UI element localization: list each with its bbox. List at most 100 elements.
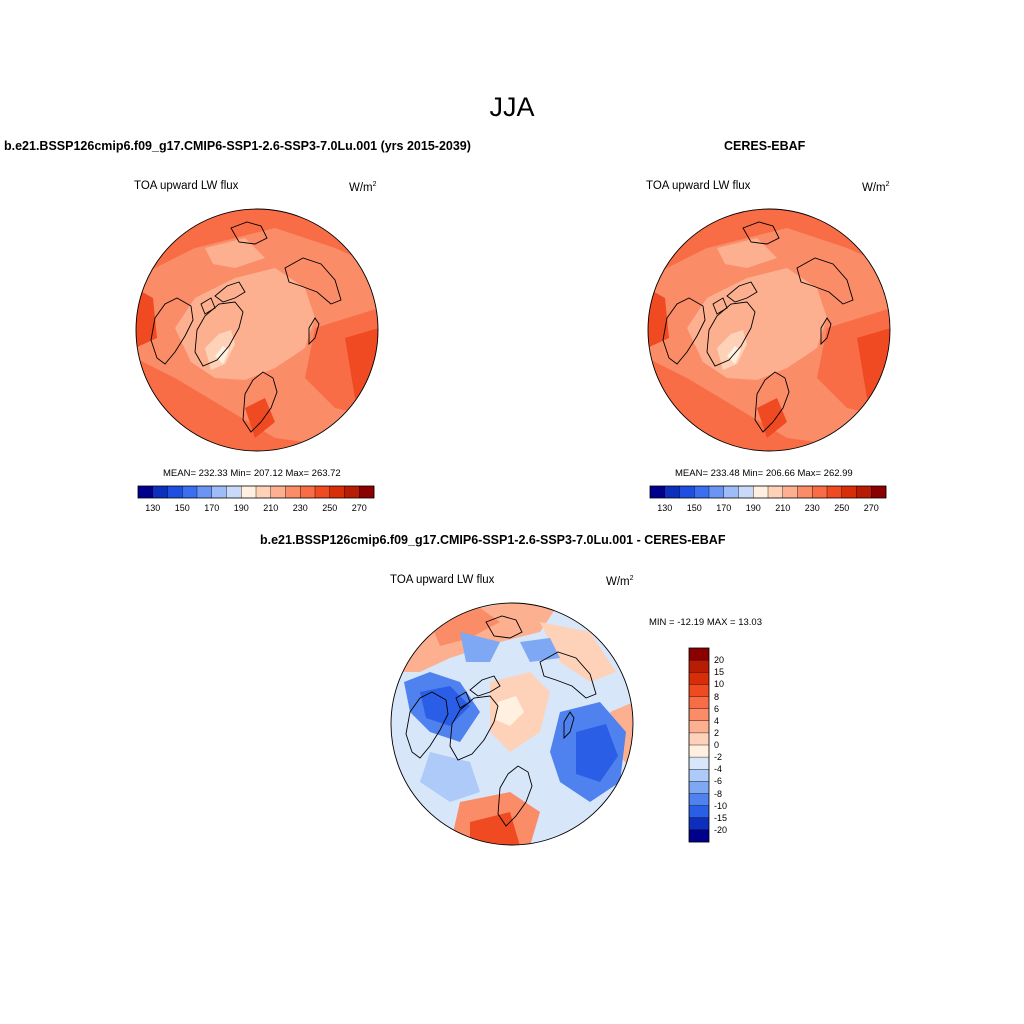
diff-field-region [576,724,618,782]
colorbar-tick-label: 20 [714,655,725,666]
flux-field-region [648,288,669,348]
colorbar-swatch [709,486,725,498]
colorbar-tick-label: -15 [714,812,728,823]
colorbar-tick-label: 190 [233,503,249,513]
coastline [712,281,758,315]
colorbar-tick-label: -6 [714,776,723,787]
colorbar-swatch [723,486,739,498]
panel3-title: b.e21.BSSP126cmip6.f09_g17.CMIP6-SSP1-2.… [260,533,726,547]
coastline [150,297,194,365]
colorbar-tick-label: 150 [686,503,702,513]
colorbar-tick-label: 150 [174,503,190,513]
coastline [742,221,780,245]
diff-field-region [470,812,520,845]
colorbar-swatch [738,486,754,498]
coastline [539,651,597,699]
colorbar-swatch [300,486,316,498]
difference-colorbar [688,647,710,843]
diff-field-region [420,752,480,802]
colorbar-swatch [689,829,709,843]
colorbar-swatch [827,486,843,498]
colorbar-swatch [152,486,168,498]
diff-field-region [420,686,470,726]
colorbar-tick-label: -10 [714,800,728,811]
panel2-polar-map [647,208,891,452]
colorbar-swatch [689,817,709,831]
panel2-title: CERES-EBAF [724,139,806,153]
colorbar-tick-label: 210 [775,503,791,513]
colorbar-swatch [689,672,709,685]
colorbar-swatch [329,486,345,498]
coastline [405,691,449,759]
page-title: JJA [489,92,535,122]
map-border [390,602,634,846]
colorbar-swatch [782,486,798,498]
colorbar-swatch [689,684,709,697]
flux-field-region [245,398,275,438]
coastline [563,711,575,740]
colorbar-swatch [211,486,227,498]
coastline [455,675,501,709]
panel2-variable-label: TOA upward LW flux [646,180,751,192]
colorbar-swatch [856,486,872,498]
colorbar-swatch [650,486,666,498]
colorbar-tick-label: 6 [714,703,720,714]
colorbar-swatch [315,486,331,498]
colorbar-swatch [664,486,680,498]
colorbar-tick-label: 230 [804,503,820,513]
panel3-difference-map [390,602,634,846]
colorbar-tick-label: -20 [714,824,728,835]
coastline [200,281,246,315]
flux-field-region [757,398,787,438]
colorbar-swatch [694,486,710,498]
colorbar-tick-label: 10 [714,679,725,690]
colorbar-swatch [167,486,183,498]
colorbar-swatch [689,745,709,758]
colorbar-swatch [138,486,154,498]
colorbar-tick-label: 130 [657,503,673,513]
colorbar-swatch [344,486,360,498]
coastline [308,317,320,346]
colorbar-swatch [270,486,286,498]
colorbar-tick-label: 4 [714,715,720,726]
colorbar-tick-label: 15 [714,667,725,678]
map-border [135,208,379,452]
panel1-colorbar [137,485,375,499]
coastline [662,297,706,365]
colorbar-tick-label: 8 [714,691,720,702]
diff-field-region [460,632,500,662]
flux-field-region [136,288,157,348]
flux-field-region [136,358,378,451]
colorbar-swatch [182,486,198,498]
coastline [497,765,533,827]
flux-field-region [648,358,890,451]
panel1-variable-label: TOA upward LW flux [134,180,239,192]
colorbar-tick-label: 270 [863,503,879,513]
colorbar-swatch [689,769,709,782]
colorbar-swatch [285,486,301,498]
colorbar-tick-label: 170 [716,503,732,513]
colorbar-swatch [689,805,709,819]
diff-field-region [496,696,524,726]
coastline [284,257,342,305]
colorbar-tick-label: -8 [714,788,723,799]
colorbar-swatch [689,648,709,661]
colorbar-tick-label: 170 [204,503,220,513]
map-border [647,208,891,452]
coastline [796,257,854,305]
panel2-stats: MEAN= 233.48 Min= 206.66 Max= 262.99 [675,468,853,479]
colorbar-swatch [689,757,709,770]
colorbar-tick-label: -4 [714,764,723,775]
colorbar-tick-label: 250 [322,503,338,513]
flux-field-region [205,238,265,268]
panel2-units-label: W/m2 [862,181,890,194]
colorbar-tick-label: 190 [745,503,761,513]
coastline [754,371,790,433]
colorbar-swatch [197,486,213,498]
colorbar-swatch [871,486,887,498]
colorbar-swatch [256,486,272,498]
colorbar-swatch [768,486,784,498]
colorbar-tick-label: 0 [714,740,720,750]
panel1-units-label: W/m2 [349,181,377,194]
colorbar-swatch [753,486,769,498]
